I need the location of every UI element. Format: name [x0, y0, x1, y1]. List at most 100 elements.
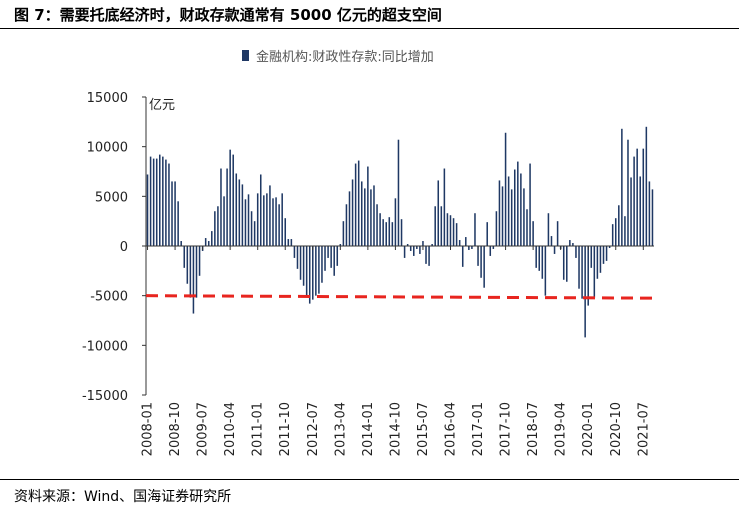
- bar: [419, 246, 421, 254]
- bar: [195, 246, 198, 298]
- x-tick-label: 2008-10: [168, 402, 183, 456]
- bar: [305, 246, 308, 296]
- bar: [636, 148, 638, 246]
- bar: [207, 241, 210, 246]
- bar: [556, 221, 559, 246]
- x-tick-label: 2011-01: [251, 402, 266, 456]
- bar: [315, 246, 317, 296]
- bar: [440, 206, 443, 246]
- bar: [489, 246, 492, 256]
- bar: [465, 237, 467, 246]
- bar: [593, 246, 596, 298]
- bar: [498, 180, 501, 246]
- bar: [348, 191, 351, 246]
- bar: [422, 241, 424, 246]
- bar: [162, 156, 164, 246]
- bar: [486, 222, 488, 246]
- bar: [523, 188, 525, 246]
- x-tick-label: 2008-01: [141, 402, 156, 456]
- bar: [241, 184, 244, 246]
- title-rule: [0, 28, 739, 29]
- bar: [584, 246, 586, 338]
- bar: [578, 246, 580, 289]
- x-tick-label: 2014-01: [361, 402, 376, 456]
- bar: [290, 239, 293, 246]
- bar: [287, 239, 290, 246]
- bar: [370, 189, 372, 246]
- x-tick-label: 2018-07: [526, 402, 541, 456]
- bar: [547, 213, 550, 246]
- bar: [406, 244, 409, 246]
- bar: [174, 181, 176, 246]
- bar: [293, 246, 296, 258]
- bar: [474, 213, 476, 246]
- x-tick-label: 2019-04: [554, 402, 569, 456]
- bar: [513, 169, 516, 246]
- bar: [468, 246, 470, 250]
- bar: [312, 246, 314, 300]
- bar: [324, 246, 326, 271]
- bar: [621, 128, 623, 246]
- bar: [220, 168, 222, 246]
- x-tick-label: 2017-10: [499, 402, 514, 456]
- bar: [532, 221, 534, 246]
- bar: [226, 168, 228, 246]
- bar: [550, 236, 553, 246]
- bar: [364, 188, 366, 246]
- bar: [651, 189, 654, 246]
- bar: [538, 246, 541, 271]
- bar: [354, 163, 357, 246]
- bar: [642, 148, 645, 246]
- bar: [391, 222, 394, 246]
- source-note: 资料来源：Wind、国海证券研究所: [14, 489, 232, 505]
- legend-label: 金融机构:财政性存款:同比增加: [256, 49, 434, 65]
- bar: [492, 246, 495, 249]
- bar: [152, 158, 155, 246]
- bar: [342, 221, 345, 246]
- bar: [471, 246, 473, 249]
- bar: [308, 246, 311, 304]
- bar: [566, 246, 568, 282]
- bar: [266, 193, 268, 246]
- bar: [168, 163, 170, 246]
- x-tick-label: 2015-07: [416, 402, 431, 456]
- x-tick-label: 2009-07: [196, 402, 211, 456]
- bar: [495, 211, 498, 246]
- bar: [608, 246, 611, 248]
- bar: [633, 156, 635, 246]
- bar: [614, 218, 617, 246]
- bar: [587, 246, 589, 306]
- bar: [272, 198, 274, 246]
- bar: [269, 185, 271, 246]
- bar: [302, 246, 305, 286]
- x-tick-label: 2014-10: [388, 402, 403, 456]
- bar: [618, 205, 620, 246]
- bar: [180, 241, 182, 246]
- bar: [263, 195, 265, 246]
- bar: [458, 240, 461, 246]
- bar: [541, 246, 544, 279]
- bar: [409, 246, 412, 251]
- bar: [177, 201, 179, 246]
- bar: [388, 217, 391, 246]
- bar: [336, 246, 339, 266]
- bar: [275, 197, 277, 246]
- bar: [214, 211, 216, 246]
- y-tick-label: 10000: [87, 141, 128, 156]
- bar: [648, 181, 651, 246]
- annotation-layer: [145, 294, 653, 300]
- bar: [624, 216, 626, 246]
- bar: [165, 159, 167, 246]
- bar: [520, 173, 522, 246]
- bar: [510, 189, 513, 246]
- bar: [645, 126, 648, 246]
- bar: [575, 246, 577, 258]
- unit-label: 亿元: [149, 98, 175, 113]
- bar: [553, 246, 556, 254]
- bar: [229, 149, 231, 246]
- bar: [425, 246, 427, 264]
- bar: [562, 246, 565, 280]
- bar: [611, 224, 614, 246]
- bar: [211, 231, 213, 246]
- bar: [189, 246, 192, 298]
